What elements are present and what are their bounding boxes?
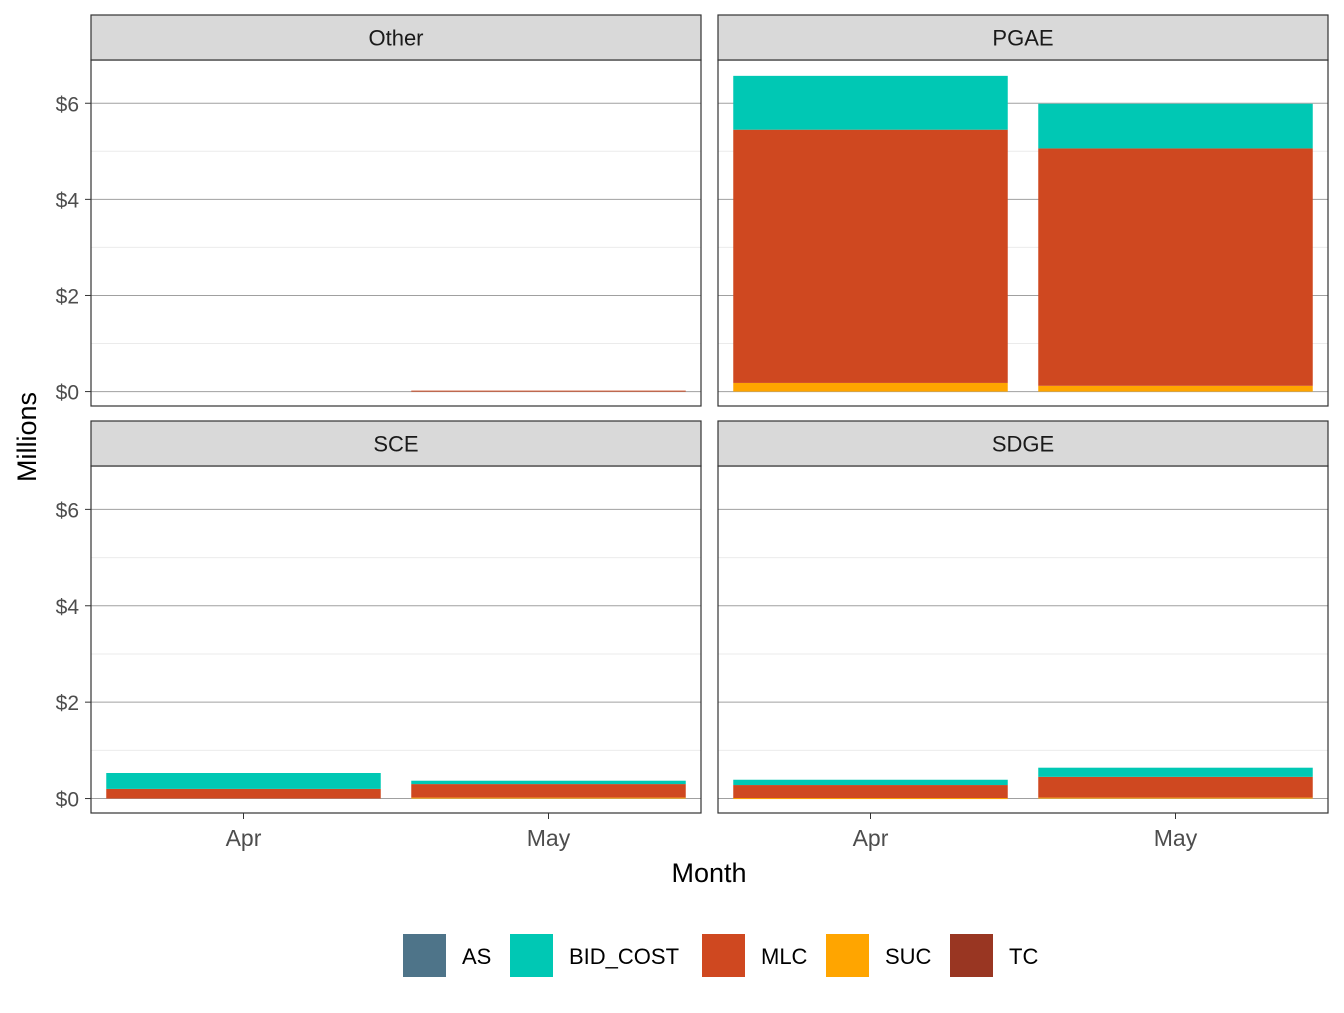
legend-label-suc: SUC: [885, 944, 932, 969]
y-tick-label: $6: [56, 499, 79, 522]
legend-key-as: [403, 934, 446, 977]
bar-pgae-apr-suc: [733, 382, 1008, 392]
y-tick-label: $6: [56, 93, 79, 116]
facet-strip-pgae: [717, 14, 1329, 61]
facet-strip-sdge: [717, 420, 1329, 467]
bar-sdge-may-mlc: [1038, 776, 1313, 798]
facet-label-pgae: PGAE: [992, 26, 1053, 51]
y-tick-label: $2: [56, 692, 79, 715]
legend-label-bid-cost: BID_COST: [569, 944, 679, 969]
bar-pgae-may-mlc: [1038, 148, 1313, 386]
y-tick-label: $4: [56, 596, 80, 619]
legend-key-tc: [950, 934, 993, 977]
x-axis-title: Month: [671, 858, 746, 888]
facet-label-sce: SCE: [373, 432, 418, 457]
bar-sdge-apr-suc: [733, 798, 1008, 800]
facet-label-other: Other: [368, 26, 423, 51]
y-tick-label: $0: [56, 382, 79, 405]
legend-key-mlc: [702, 934, 745, 977]
facet-strip-other: [90, 14, 702, 61]
x-tick-label: Apr: [853, 825, 889, 851]
facet-label-sdge: SDGE: [992, 432, 1054, 457]
y-tick-label: $2: [56, 285, 79, 308]
bar-sce-apr-mlc: [106, 788, 381, 799]
bar-other-may-mlc: [411, 390, 686, 392]
bar-pgae-apr-bid-cost: [733, 75, 1008, 130]
x-tick-label: May: [1154, 825, 1198, 851]
bar-pgae-apr-mlc: [733, 129, 1008, 383]
y-tick-label: $4: [56, 189, 80, 212]
y-tick-label: $0: [56, 789, 79, 812]
panel-background-other: [91, 60, 701, 406]
legend-key-bid-cost: [510, 934, 553, 977]
bar-sce-may-mlc: [411, 784, 686, 798]
bar-pgae-may-suc: [1038, 385, 1313, 392]
x-tick-label: Apr: [226, 825, 262, 851]
bar-sce-may-suc: [411, 797, 686, 799]
y-axis-title: Millions: [12, 392, 42, 482]
bar-sce-apr-bid-cost: [106, 772, 381, 789]
legend-label-as: AS: [462, 944, 491, 969]
legend-label-tc: TC: [1009, 944, 1038, 969]
legend-label-mlc: MLC: [761, 944, 808, 969]
bar-sdge-apr-bid-cost: [733, 779, 1008, 786]
legend-key-suc: [826, 934, 869, 977]
panel-background-sce: [91, 466, 701, 813]
facet-strip-sce: [90, 420, 702, 467]
bar-pgae-may-bid-cost: [1038, 103, 1313, 149]
bar-sdge-may-bid-cost: [1038, 767, 1313, 777]
bar-sce-may-bid-cost: [411, 780, 686, 785]
panel-background-sdge: [718, 466, 1328, 813]
bar-sdge-apr-mlc: [733, 785, 1008, 799]
bar-sdge-may-suc: [1038, 797, 1313, 799]
x-tick-label: May: [527, 825, 571, 851]
